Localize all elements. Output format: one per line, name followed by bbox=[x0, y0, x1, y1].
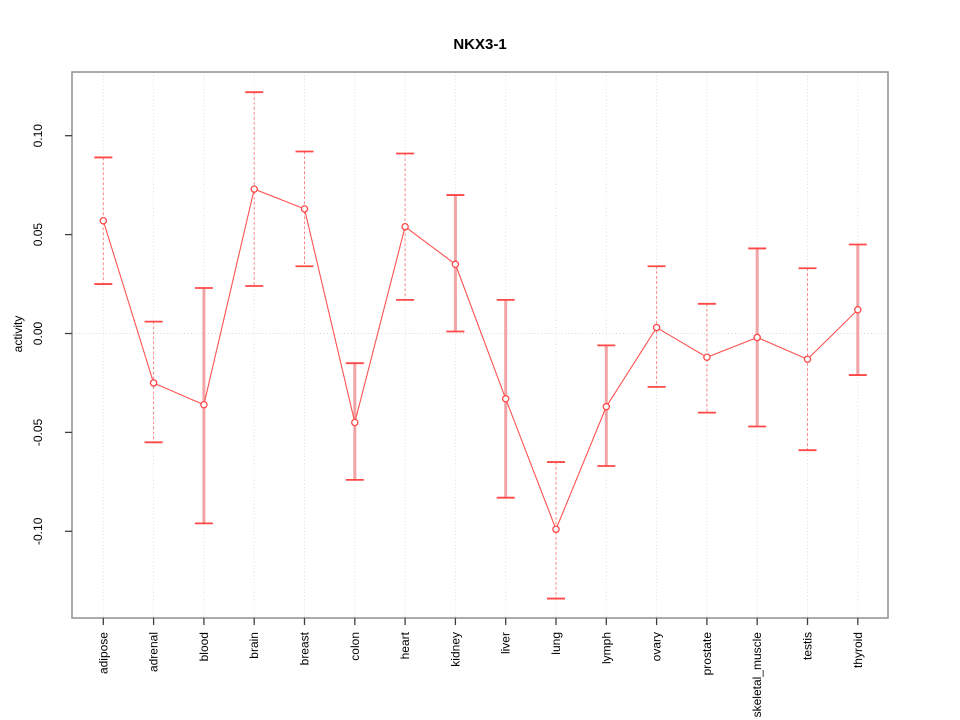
data-point-marker bbox=[552, 525, 560, 534]
x-tick-label: blood bbox=[197, 632, 211, 661]
x-tick-label: prostate bbox=[700, 632, 714, 676]
y-tick-label: 0.10 bbox=[31, 124, 45, 148]
y-tick-label: -0.10 bbox=[31, 517, 45, 545]
x-tick-label: adipose bbox=[96, 632, 110, 674]
y-axis-label: activity bbox=[11, 315, 25, 353]
plot-frame bbox=[71, 71, 889, 619]
x-tick-label: liver bbox=[499, 632, 513, 654]
x-tick-label: thyroid bbox=[851, 632, 865, 668]
data-point-marker bbox=[149, 379, 158, 387]
y-tick-label: 0.05 bbox=[31, 223, 45, 247]
data-point-marker bbox=[401, 222, 409, 231]
x-tick-label: brain bbox=[247, 632, 261, 659]
data-point-marker bbox=[250, 185, 258, 193]
data-point-marker bbox=[200, 400, 208, 409]
x-tick-label: skeletal_muscle bbox=[750, 632, 764, 718]
data-point-marker bbox=[753, 333, 761, 342]
x-tick-label: colon bbox=[348, 632, 362, 661]
data-point-marker bbox=[803, 355, 812, 363]
data-point-marker bbox=[501, 395, 510, 403]
data-point-marker bbox=[854, 306, 862, 314]
data-point-marker bbox=[652, 323, 661, 332]
x-tick-label: kidney bbox=[448, 632, 462, 667]
y-tick-label: -0.05 bbox=[31, 418, 45, 446]
y-tick-label: 0.00 bbox=[31, 321, 45, 345]
data-point-marker bbox=[703, 353, 711, 361]
x-tick-label: ovary bbox=[650, 632, 664, 661]
series-line bbox=[102, 188, 859, 531]
data-point-marker bbox=[351, 418, 359, 427]
x-tick-label: testis bbox=[801, 632, 815, 660]
chart-title: NKX3-1 bbox=[453, 36, 507, 53]
data-point-marker bbox=[451, 260, 460, 269]
x-tick-label: breast bbox=[298, 631, 312, 665]
x-tick-label: lung bbox=[549, 632, 563, 655]
x-tick-label: heart bbox=[398, 631, 412, 659]
data-point-marker bbox=[99, 217, 108, 225]
data-point-marker bbox=[602, 402, 611, 411]
x-tick-label: adrenal bbox=[147, 632, 161, 672]
x-tick-label: lymph bbox=[599, 632, 613, 664]
data-point-marker bbox=[300, 205, 309, 213]
